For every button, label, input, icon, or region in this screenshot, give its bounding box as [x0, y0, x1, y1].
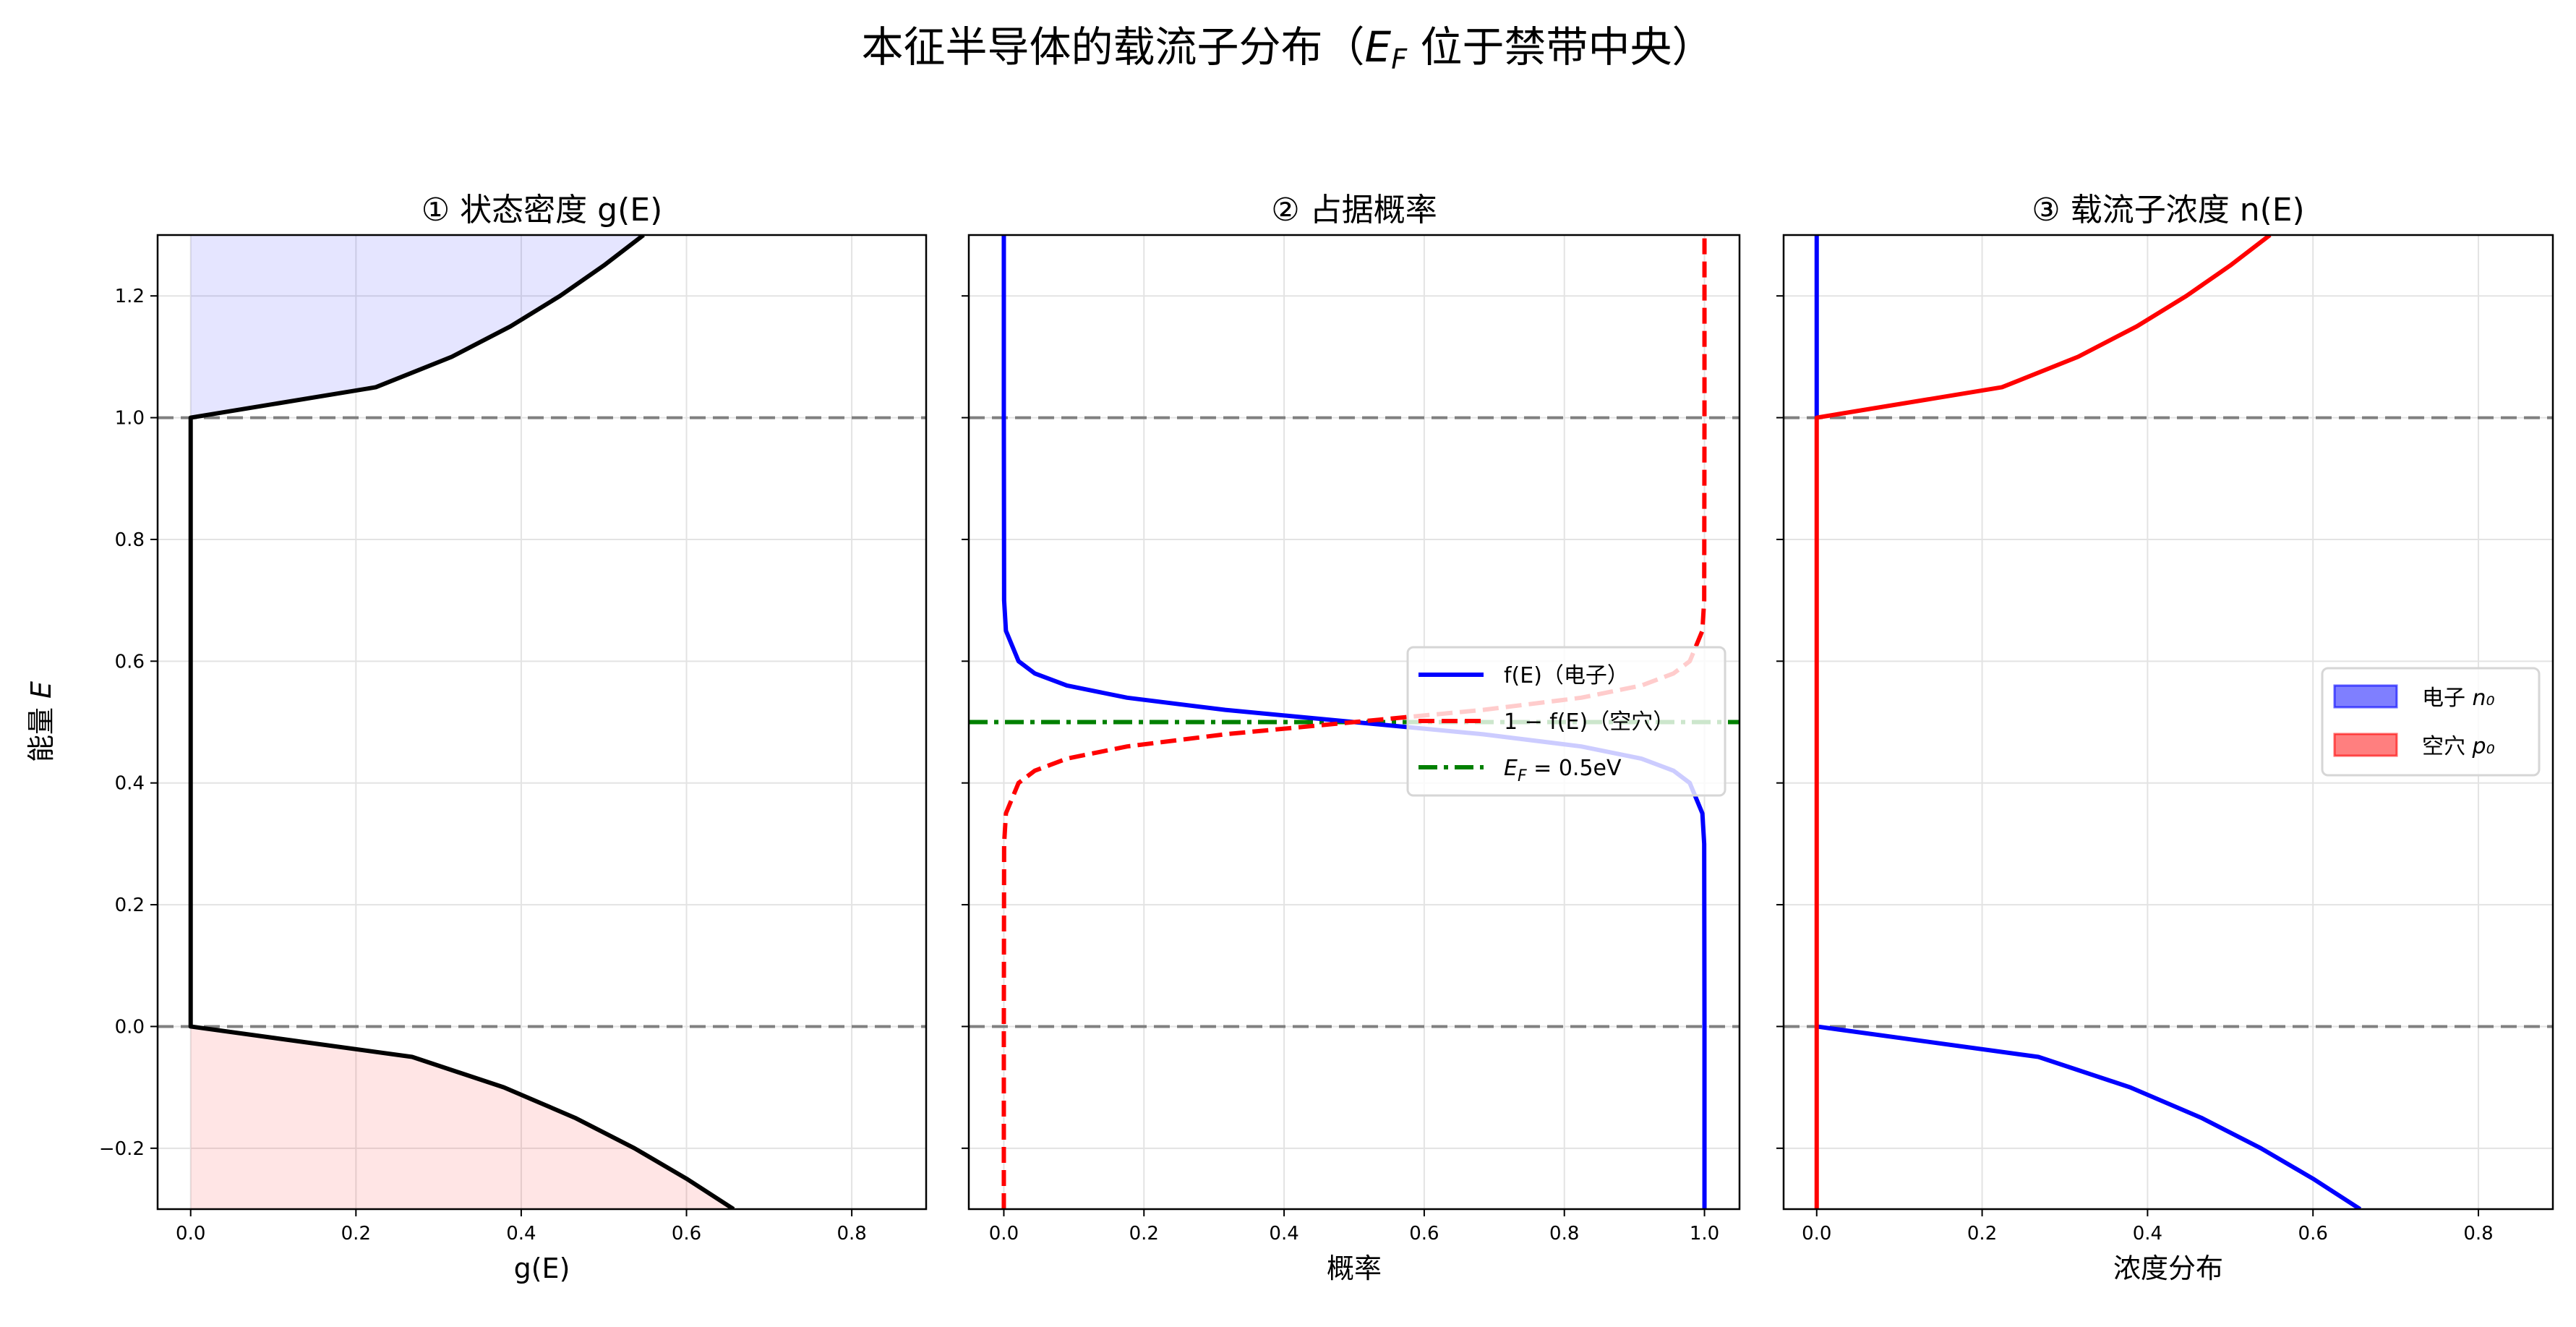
series-line-1 — [1814, 235, 2362, 1209]
y-axis-label: 能量 E — [25, 681, 57, 762]
legend-label-text: 空穴 — [2422, 734, 2473, 759]
x-tick-label: 0.8 — [1549, 1223, 1579, 1245]
axes-frame — [156, 234, 928, 1211]
series-line-2 — [1814, 235, 2272, 1209]
x-tick-label: 0.6 — [2298, 1223, 2328, 1245]
x-axis-label: 概率 — [1327, 1253, 1382, 1284]
plot-area — [1784, 235, 2553, 1209]
x-tick-label: 0.2 — [1967, 1223, 1997, 1245]
legend-box — [1406, 646, 1726, 797]
panel-1: 0.0 0.2 0.4 0.6 0.8 −0.2 0.0 0.2 0.4 0.6 0.8 1.0 1.2… — [99, 192, 928, 1284]
x-tick-label: 0.2 — [1129, 1223, 1159, 1245]
x-tick-label: 0.4 — [1269, 1223, 1298, 1245]
legend-label: 1 − f(E)（空穴） — [1504, 709, 1674, 735]
area-fill — [190, 235, 644, 418]
y-tick-label: 0.0 — [115, 1016, 145, 1038]
legend-swatch — [2333, 684, 2398, 709]
axes-frame — [967, 234, 1741, 1211]
y-tick-label: −0.2 — [99, 1138, 145, 1160]
area-fill — [190, 1026, 734, 1209]
y-tick-label: 0.8 — [115, 529, 145, 551]
x-tick-label: 0.0 — [1802, 1223, 1831, 1245]
x-tick-label: 0.8 — [2463, 1223, 2493, 1245]
x-tick-label: 0.6 — [1409, 1223, 1439, 1245]
series-line-2 — [1001, 235, 1707, 1209]
legend-swatch — [2333, 733, 2398, 757]
x-tick-label: 0.4 — [506, 1223, 536, 1245]
axes-frame — [1782, 234, 2554, 1211]
legend-label-main: E — [1504, 756, 1518, 781]
x-tick-label: 0.6 — [672, 1223, 701, 1245]
legend-label: EF = 0.5eV — [1504, 756, 1622, 785]
y-tick-label: 0.2 — [115, 895, 145, 916]
x-axis-label: 浓度分布 — [2113, 1253, 2223, 1284]
legend-label-text: 电子 — [2422, 686, 2473, 711]
legend-label: 电子 n₀ — [2422, 686, 2495, 711]
series-line-1 — [188, 235, 735, 1209]
y-tick-label: 1.0 — [115, 408, 145, 430]
x-tick-label: 0.0 — [989, 1223, 1019, 1245]
subplot-title: ③ 载流子浓度 n(E) — [2032, 192, 2304, 229]
x-tick-label: 1.0 — [1690, 1223, 1719, 1245]
legend-label: f(E)（电子） — [1504, 663, 1629, 688]
subplot-title: ① 状态密度 g(E) — [422, 192, 662, 229]
x-tick-label: 0.8 — [836, 1223, 866, 1245]
x-tick-label: 0.2 — [341, 1223, 371, 1245]
figure-title: 本征半导体的载流子分布（EF 位于禁带中央） — [862, 22, 1714, 75]
legend-label-sub: F — [1518, 767, 1527, 785]
y-tick-label: 1.2 — [115, 286, 145, 307]
y-tick-label: 0.6 — [115, 651, 145, 673]
y-tick-label: 0.4 — [115, 773, 145, 795]
legend-label-rest: = 0.5eV — [1527, 756, 1622, 781]
legend-label-var: p₀ — [2472, 734, 2495, 759]
legend: f(E)（电子） 1 − f(E)（空穴） EF = 0.5eV — [1406, 646, 1726, 797]
legend-label: 空穴 p₀ — [2422, 734, 2495, 759]
plot-area — [158, 235, 926, 1209]
x-tick-label: 0.0 — [176, 1223, 205, 1245]
x-tick-label: 0.4 — [2133, 1223, 2162, 1245]
subplot-title: ② 占据概率 — [1271, 192, 1437, 229]
x-axis-label: g(E) — [514, 1253, 570, 1284]
legend-label-var: n₀ — [2473, 686, 2495, 711]
